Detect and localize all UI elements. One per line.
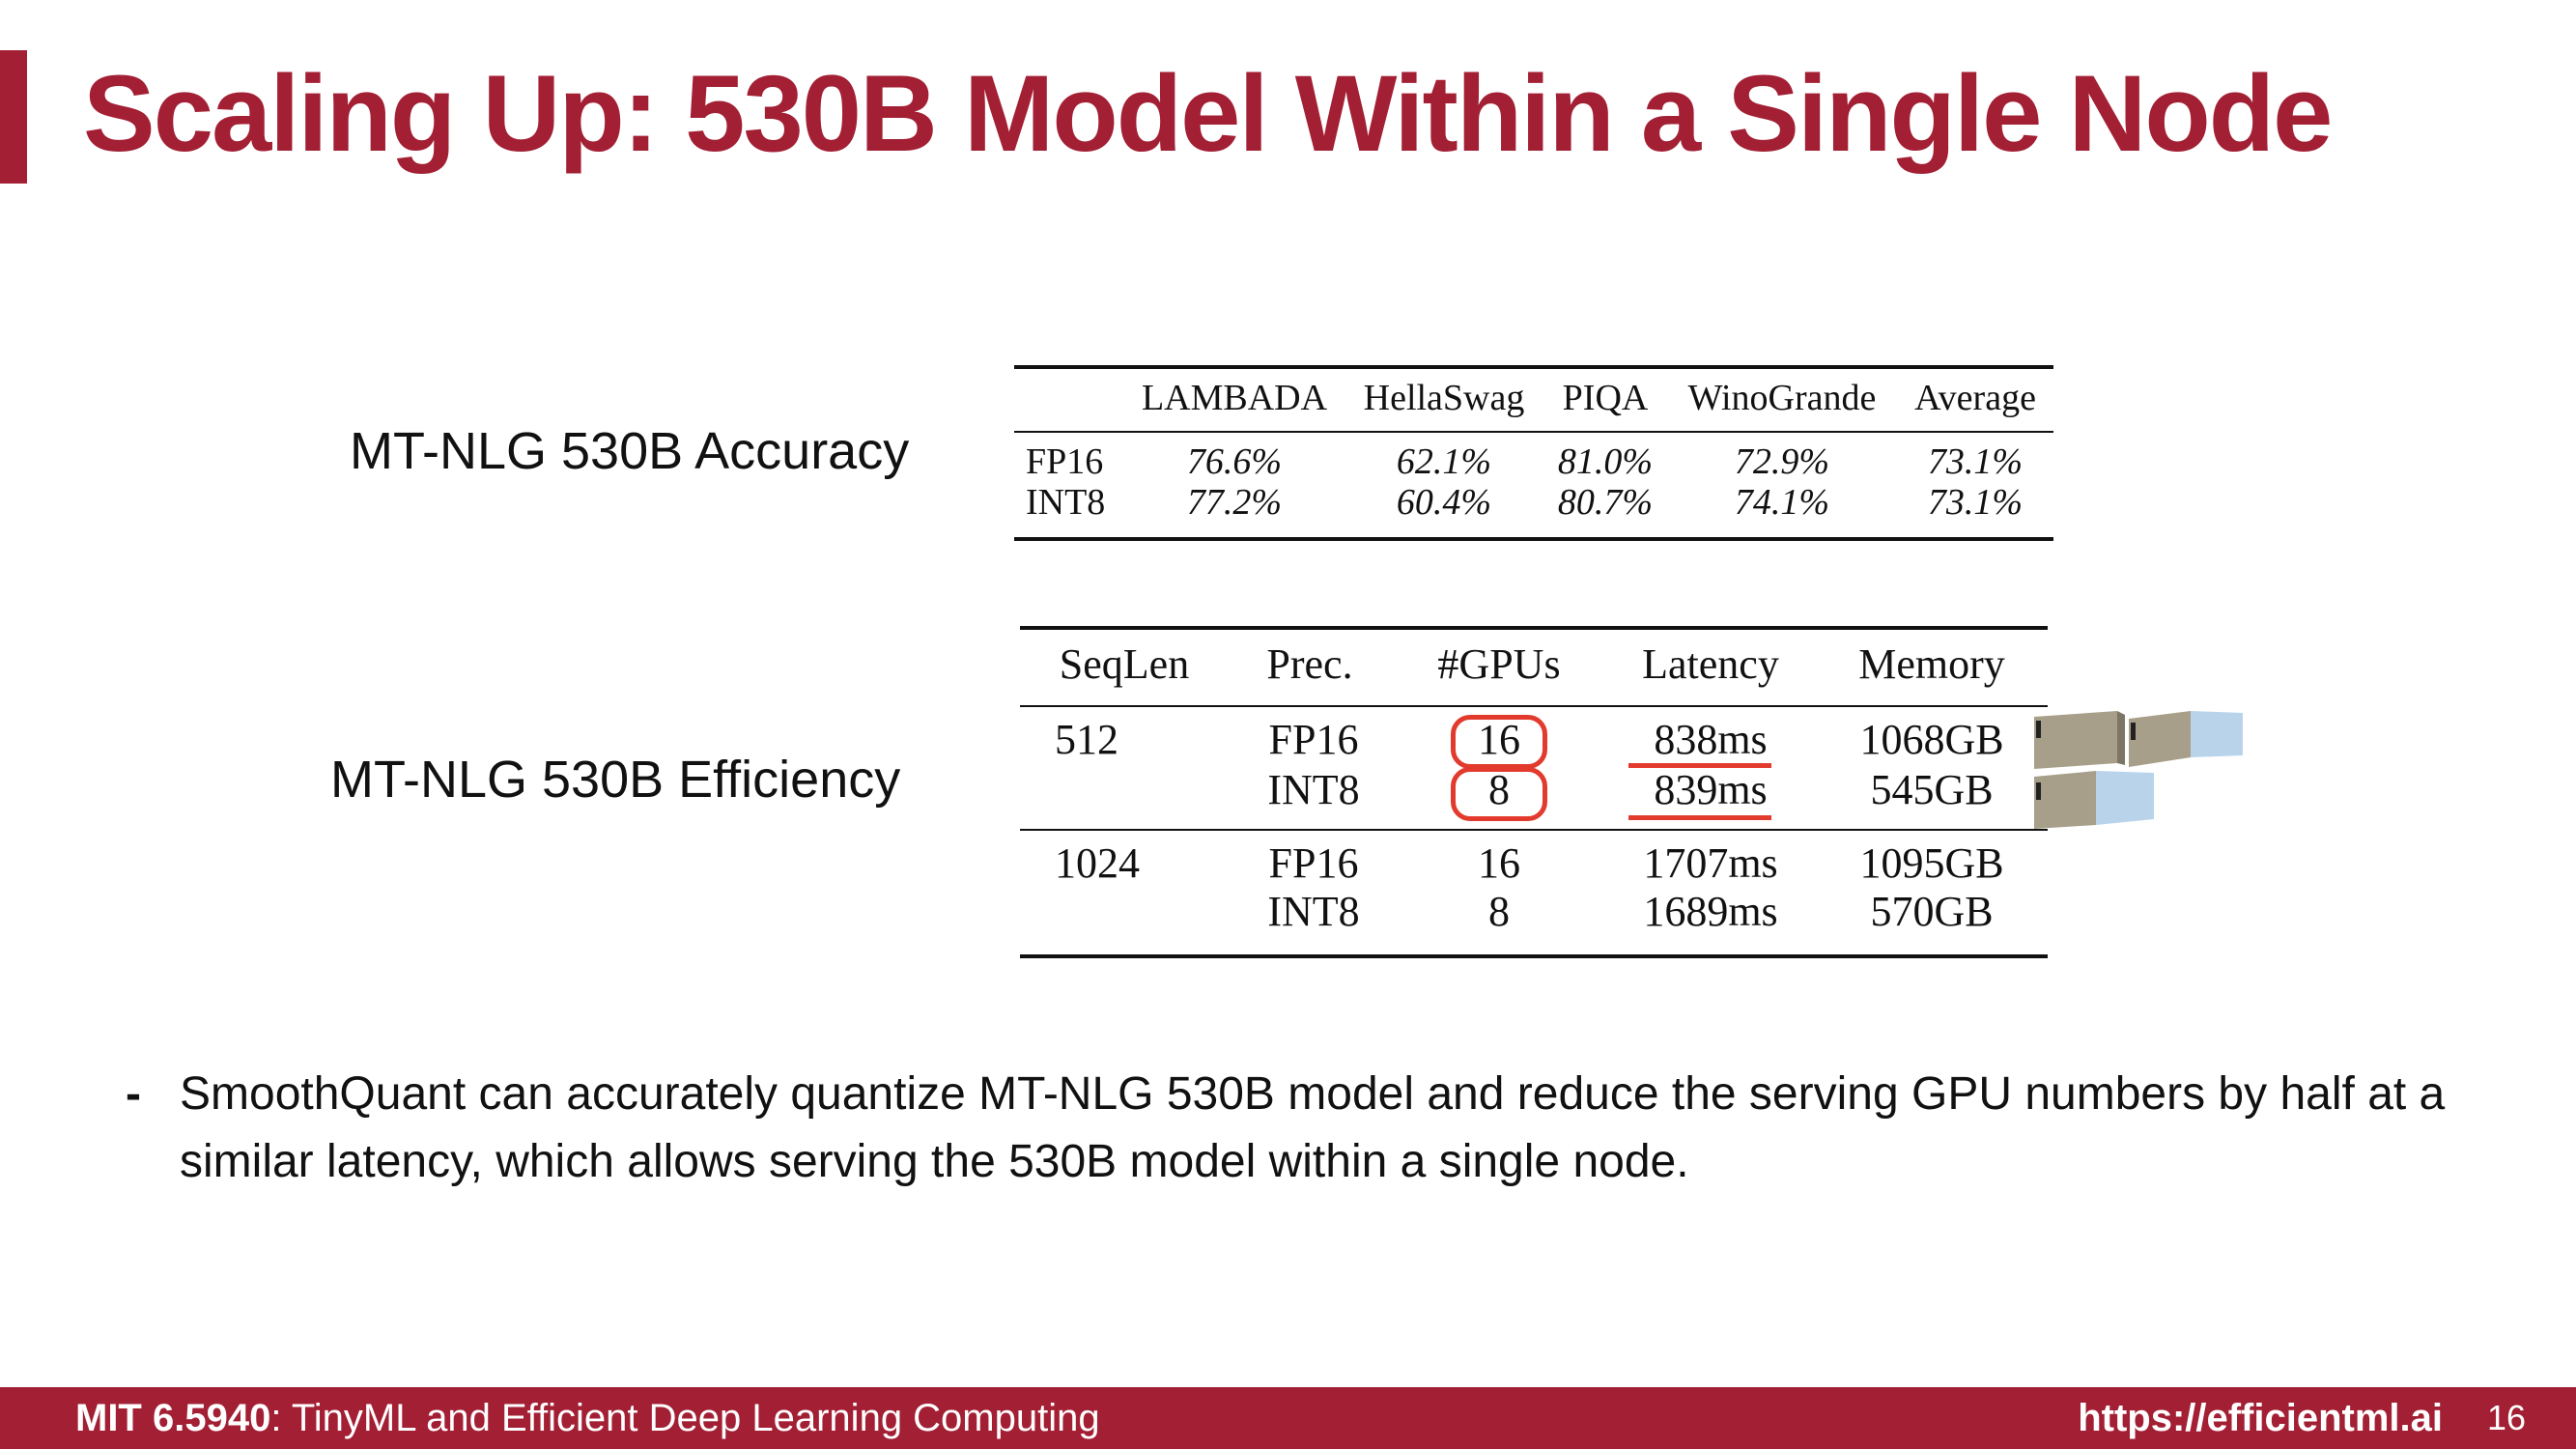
header-hellaswag: HellaSwag xyxy=(1363,378,1525,418)
row-label-fp16: FP16 xyxy=(1026,441,1104,482)
title-accent-bar xyxy=(0,50,27,184)
accuracy-label: MT-NLG 530B Accuracy xyxy=(350,422,910,480)
table-cell: 839ms xyxy=(1654,766,1768,813)
table-cell: 545GB xyxy=(1870,766,1994,813)
row-label-int8: INT8 xyxy=(1026,482,1106,523)
table-cell: 16 xyxy=(1478,839,1520,887)
header-prec: Prec. xyxy=(1266,640,1353,688)
gpu-8-highlight-circle xyxy=(1451,767,1547,821)
table-cell: 1068GB xyxy=(1859,716,2004,763)
header-winogrande: WinoGrande xyxy=(1687,378,1877,418)
header-average: Average xyxy=(1914,378,2036,418)
bullet-text: SmoothQuant can accurately quantize MT-N… xyxy=(180,1068,2446,1187)
table-cell: 1095GB xyxy=(1859,839,2004,887)
table-cell: 81.0% xyxy=(1557,441,1654,482)
table-cell: 1707ms xyxy=(1643,839,1778,887)
course-name: : TinyML and Efficient Deep Learning Com… xyxy=(270,1397,1100,1439)
gpu-16-highlight-circle xyxy=(1451,715,1547,769)
course-code: MIT 6.5940 xyxy=(75,1397,271,1439)
latency-838-underline xyxy=(1628,763,1771,768)
table-cell: FP16 xyxy=(1268,716,1359,763)
page-number: 16 xyxy=(2486,1398,2526,1437)
accuracy-table: LAMBADA HellaSwag PIQA WinoGrande Averag… xyxy=(1014,365,2053,541)
table-cell: 16 xyxy=(1478,716,1520,763)
table-cell: 77.2% xyxy=(1186,482,1283,523)
efficiency-label: MT-NLG 530B Efficiency xyxy=(330,751,901,809)
table-cell: 570GB xyxy=(1870,888,1994,935)
server-icons-group xyxy=(2034,711,2243,829)
header-seqlen: SeqLen xyxy=(1059,640,1190,688)
seqlen-512: 512 xyxy=(1055,716,1118,763)
table-cell: INT8 xyxy=(1267,888,1360,935)
table-cell: 1689ms xyxy=(1643,888,1778,935)
header-latency: Latency xyxy=(1642,640,1779,688)
efficiency-table: SeqLen Prec. #GPUs Latency Memory 512 FP… xyxy=(1020,626,2048,958)
seqlen-1024: 1024 xyxy=(1055,839,1140,887)
server-icon xyxy=(2034,711,2125,769)
table-cell: 60.4% xyxy=(1396,482,1492,523)
header-gpus: #GPUs xyxy=(1437,640,1561,688)
table-cell: 80.7% xyxy=(1557,482,1654,523)
slide-title: Scaling Up: 530B Model Within a Single N… xyxy=(83,53,2333,174)
latency-839-underline xyxy=(1628,815,1771,820)
header-memory: Memory xyxy=(1858,640,2005,688)
table-cell: 838ms xyxy=(1654,716,1768,763)
table-cell: 8 xyxy=(1488,766,1510,813)
table-cell: 73.1% xyxy=(1927,441,2024,482)
header-lambada: LAMBADA xyxy=(1141,378,1328,418)
server-icon xyxy=(2034,771,2154,829)
table-cell: FP16 xyxy=(1268,839,1359,887)
table-cell: 74.1% xyxy=(1734,482,1830,523)
header-piqa: PIQA xyxy=(1562,378,1649,418)
table-cell: 8 xyxy=(1488,888,1510,935)
course-title: MIT 6.5940: TinyML and Efficient Deep Le… xyxy=(75,1387,1100,1449)
table-cell: 72.9% xyxy=(1734,441,1830,482)
server-icon xyxy=(2129,711,2243,767)
footer-bar: MIT 6.5940: TinyML and Efficient Deep Le… xyxy=(0,1387,2576,1449)
course-url-link[interactable]: https://efficientml.ai xyxy=(2078,1397,2443,1439)
table-cell: 73.1% xyxy=(1927,482,2024,523)
table-cell: INT8 xyxy=(1267,766,1360,813)
table-cell: 62.1% xyxy=(1396,441,1492,482)
table-cell: 76.6% xyxy=(1186,441,1283,482)
bullet-marker: - xyxy=(126,1068,141,1120)
